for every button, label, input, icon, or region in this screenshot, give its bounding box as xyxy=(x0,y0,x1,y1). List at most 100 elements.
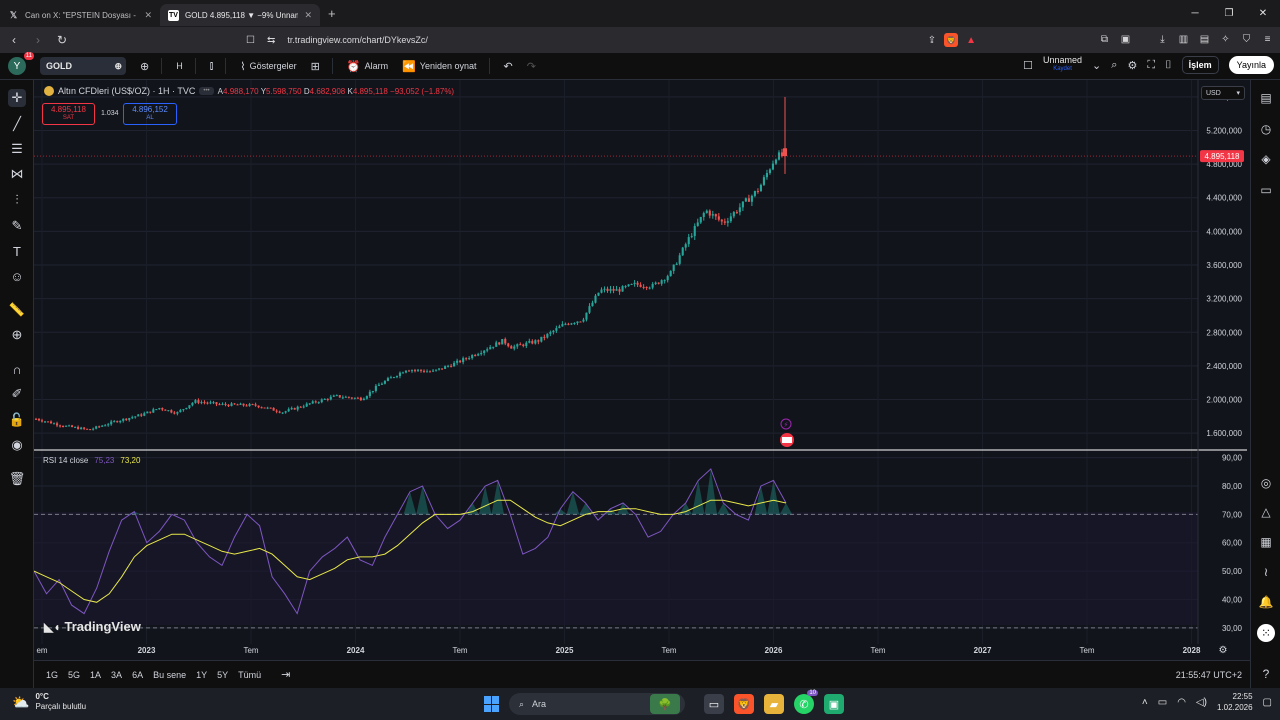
bookmark-icon[interactable]: ☐ xyxy=(246,34,255,46)
wallet-icon[interactable]: ▤ xyxy=(1199,34,1210,45)
clock[interactable]: 21:55:47 UTC+2 xyxy=(1175,669,1242,680)
green-app-icon[interactable]: ▣ xyxy=(824,694,844,714)
lock-drawing-icon[interactable]: ✐ xyxy=(11,386,23,401)
url-field[interactable]: ☐ ⇆ tr.tradingview.com/chart/DYkevsZc/ ⇪… xyxy=(246,30,976,50)
tf-ytd[interactable]: Bu sene xyxy=(153,669,187,680)
wifi-icon[interactable]: ◠ xyxy=(1177,696,1186,708)
menu-icon[interactable]: ≡ xyxy=(1264,34,1271,45)
templates-button[interactable]: ⊞ xyxy=(311,60,320,73)
help-icon[interactable]: ? xyxy=(1262,667,1270,681)
chevron-up-icon[interactable]: ˄ xyxy=(1141,696,1148,708)
brave-shields-icon[interactable]: 🦁 xyxy=(944,33,959,47)
forward-icon[interactable]: › xyxy=(36,33,40,47)
maximize-icon[interactable]: ❐ xyxy=(1224,8,1234,19)
vpn-icon[interactable]: ⛉ xyxy=(1242,34,1251,45)
lock-icon[interactable]: 🔓 xyxy=(8,412,26,427)
quick-search-icon[interactable]: ⌕ xyxy=(1111,58,1118,71)
date-range-icon[interactable]: ⇥ xyxy=(281,669,291,681)
brave-browser-icon[interactable]: 🦁 xyxy=(734,694,754,714)
tf-1a[interactable]: 1A xyxy=(90,669,102,680)
trade-triangle-icon[interactable]: △ xyxy=(1261,505,1271,519)
search-highlight-icon[interactable]: 🌳 xyxy=(650,694,680,714)
task-view-icon[interactable]: ▭ xyxy=(704,694,724,714)
tf-1g[interactable]: 1G xyxy=(46,669,59,680)
settings-axis-icon[interactable]: ⚙ xyxy=(1219,645,1228,656)
taskbar-search[interactable]: ⌕ Ara xyxy=(509,693,685,715)
close-window-icon[interactable]: ✕ xyxy=(1258,8,1268,19)
notification-icon[interactable]: ▢ xyxy=(1262,696,1272,708)
eye-icon[interactable]: ◉ xyxy=(11,437,23,452)
new-tab-button[interactable]: + xyxy=(328,6,336,21)
trend-line-icon[interactable]: ╱ xyxy=(13,116,21,131)
layers-icon[interactable]: ◈ xyxy=(1261,152,1271,166)
chart-type-button[interactable]: ⫾ xyxy=(210,60,214,73)
chart-canvas[interactable]: 5.600,0005.200,0004.800,0004.400,0004.00… xyxy=(34,80,1250,660)
tf-all[interactable]: Tümü xyxy=(238,669,262,680)
buy-button[interactable]: 4.896,152 AL xyxy=(123,103,177,125)
compare-icon[interactable]: ⊕ xyxy=(114,60,122,71)
target-icon[interactable]: ◎ xyxy=(1260,476,1272,490)
fib-icon[interactable]: ☰ xyxy=(11,141,23,156)
downloads-icon[interactable]: ⤓ xyxy=(1160,34,1165,45)
browser-tab-tradingview[interactable]: TV GOLD 4.895,118 ▼ −9% Unnamed ✕ xyxy=(160,4,320,26)
avatar[interactable]: Y 11 xyxy=(8,52,34,75)
crosshair-icon[interactable]: ✛ xyxy=(8,89,26,107)
tf-1y[interactable]: 1Y xyxy=(196,669,208,680)
tf-6a[interactable]: 6A xyxy=(132,669,144,680)
share-icon[interactable]: ⇪ xyxy=(927,34,937,46)
publish-button[interactable]: Yayınla xyxy=(1228,56,1274,74)
brush-icon[interactable]: ✎ xyxy=(11,218,23,233)
layout-square-icon[interactable]: ☐ xyxy=(1023,59,1034,72)
symbol-description[interactable]: Altın CFDleri (US$/OZ) · 1H · TVC xyxy=(58,86,196,96)
tf-3a[interactable]: 3A xyxy=(111,669,123,680)
emoji-icon[interactable]: ☺ xyxy=(10,268,24,284)
alerts-clock-icon[interactable]: ◷ xyxy=(1260,122,1272,136)
close-tab-icon[interactable]: ✕ xyxy=(144,9,152,20)
rsi-label[interactable]: RSI 14 close xyxy=(43,456,89,465)
chat-icon[interactable]: ▭ xyxy=(1260,183,1272,197)
brave-rewards-icon[interactable]: ▲ xyxy=(966,34,976,46)
ruler-icon[interactable]: 📏 xyxy=(8,302,26,317)
redo-button[interactable]: ↷ xyxy=(527,60,536,73)
magnet-icon[interactable]: ∩ xyxy=(12,361,22,377)
rsi-axis[interactable]: 90,00 80,00 70,00 60,00 50,00 40,00 30,00 xyxy=(1222,454,1243,633)
minimize-icon[interactable]: ─ xyxy=(1191,8,1199,19)
camera-icon[interactable]: ⌷ xyxy=(1165,58,1172,71)
price-axis[interactable]: 5.600,0005.200,0004.800,0004.400,0004.00… xyxy=(1200,93,1244,438)
file-explorer-icon[interactable]: ▰ xyxy=(764,694,784,714)
symbol-search[interactable]: GOLD ⊕ xyxy=(40,57,126,75)
trash-icon[interactable]: 🗑 xyxy=(8,471,26,486)
weather-widget[interactable]: ⛅ 0°C Parçalı bulutlu xyxy=(12,692,86,712)
sidebar-icon[interactable]: ▥ xyxy=(1178,34,1189,45)
indicators-button[interactable]: ⌇ Göstergeler xyxy=(240,60,296,73)
reload-icon[interactable]: ↻ xyxy=(56,33,68,47)
chevron-down-icon[interactable]: ⌄ xyxy=(1092,59,1102,72)
url-text[interactable]: tr.tradingview.com/chart/DYkevsZc/ xyxy=(287,35,428,45)
settings-icon[interactable]: ⚙ xyxy=(1127,59,1138,72)
sell-button[interactable]: 4.895,118 SAT xyxy=(42,103,95,125)
add-symbol-button[interactable]: ⊕ xyxy=(140,60,149,73)
trade-button[interactable]: İşlem xyxy=(1181,56,1219,74)
interval-button[interactable]: H xyxy=(176,61,183,71)
browser-tab-x[interactable]: 𝕏 Can on X: "EPSTEIN Dosyası - ilk bölü … xyxy=(0,4,160,26)
layout-menu[interactable]: Unnamed Kaydet xyxy=(1043,56,1082,74)
alarm-button[interactable]: ⏰ Alarm xyxy=(347,60,388,73)
pattern-icon[interactable]: ⋈ xyxy=(10,166,24,181)
volume-icon[interactable]: ◁) xyxy=(1195,696,1207,708)
calendar-icon[interactable]: ▦ xyxy=(1260,535,1272,549)
network-icon[interactable]: ▭ xyxy=(1157,696,1168,708)
bell-icon[interactable]: 🔔 xyxy=(1258,595,1274,609)
leo-icon[interactable]: ✧ xyxy=(1221,34,1230,45)
fullscreen-icon[interactable]: ⛶ xyxy=(1147,58,1156,71)
text-icon[interactable]: T xyxy=(13,243,21,259)
close-tab-icon[interactable]: ✕ xyxy=(304,9,312,20)
replay-button[interactable]: ⏪ Yeniden oynat xyxy=(402,60,476,73)
flash-event-icon[interactable] xyxy=(780,418,792,430)
zoom-icon[interactable]: ⊕ xyxy=(11,327,23,342)
forecast-icon[interactable]: ⫶ xyxy=(15,192,19,207)
back-icon[interactable]: ‹ xyxy=(12,33,16,47)
windows-start-icon[interactable] xyxy=(484,696,500,712)
site-settings-icon[interactable]: ⇆ xyxy=(266,34,276,46)
tf-5y[interactable]: 5Y xyxy=(217,669,229,680)
whatsapp-icon[interactable]: ✆ 10 xyxy=(794,690,818,714)
